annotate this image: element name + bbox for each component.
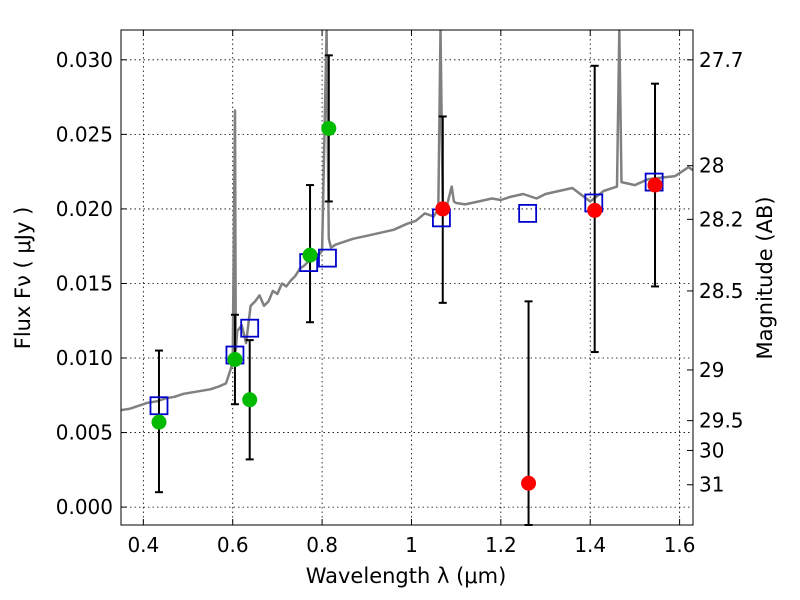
x-tick-label: 1 [405, 533, 418, 557]
observation-layer [151, 120, 663, 491]
plot-frame [120, 29, 694, 526]
spectrum-layer [121, 30, 693, 412]
x-axis-title: Wavelength λ (μm) [306, 564, 507, 588]
x-tick-label: 1.4 [574, 533, 606, 557]
y-tick-label: 0.015 [56, 271, 113, 295]
observation-point [647, 177, 663, 193]
observation-point [435, 201, 451, 217]
errorbar-layer [154, 54, 660, 526]
x-tick-label: 0.8 [306, 533, 338, 557]
observation-point [151, 414, 167, 430]
observation-point [242, 392, 258, 408]
y-tick-label: 0.005 [56, 421, 113, 445]
observation-point [227, 352, 243, 368]
model-square-point [518, 203, 538, 223]
y2-tick-label: 28 [699, 154, 724, 178]
y2-tick-label: 27.7 [699, 48, 744, 72]
y2-axis-title: Magnitude (AB) [753, 196, 777, 359]
y-axis-title: Flux Fν ( μJy ) [11, 207, 35, 350]
tick-layer: 0.4 0.6 0.8 1 1.2 1.4 1.6 0.000 0.005 0.010 0.015 0… [56, 30, 744, 557]
y-tick-label: 0.030 [56, 48, 113, 72]
x-tick-label: 1.2 [485, 533, 517, 557]
x-tick-label: 1.6 [664, 533, 696, 557]
y2-tick-label: 29 [699, 358, 724, 382]
spectrum-line [121, 30, 693, 412]
y2-tick-label: 28.5 [699, 279, 744, 303]
y2-tick-label: 28.2 [699, 207, 744, 231]
x-tick-label: 0.6 [217, 533, 249, 557]
x-tick-label: 0.4 [127, 533, 159, 557]
y-tick-label: 0.000 [56, 495, 113, 519]
model-square-point [318, 248, 337, 268]
observation-point [587, 202, 603, 218]
model-square-point [149, 396, 169, 416]
model-square-point [240, 318, 260, 338]
observation-point [302, 247, 318, 263]
y2-tick-label: 29.5 [699, 409, 744, 433]
observation-point [321, 120, 337, 136]
observation-point [521, 475, 537, 491]
y-tick-label: 0.010 [56, 346, 113, 370]
grid-layer [121, 30, 693, 525]
y-tick-label: 0.025 [56, 122, 113, 146]
y2-tick-label: 31 [699, 473, 724, 497]
y-tick-label: 0.020 [56, 197, 113, 221]
y2-tick-label: 30 [699, 438, 724, 462]
